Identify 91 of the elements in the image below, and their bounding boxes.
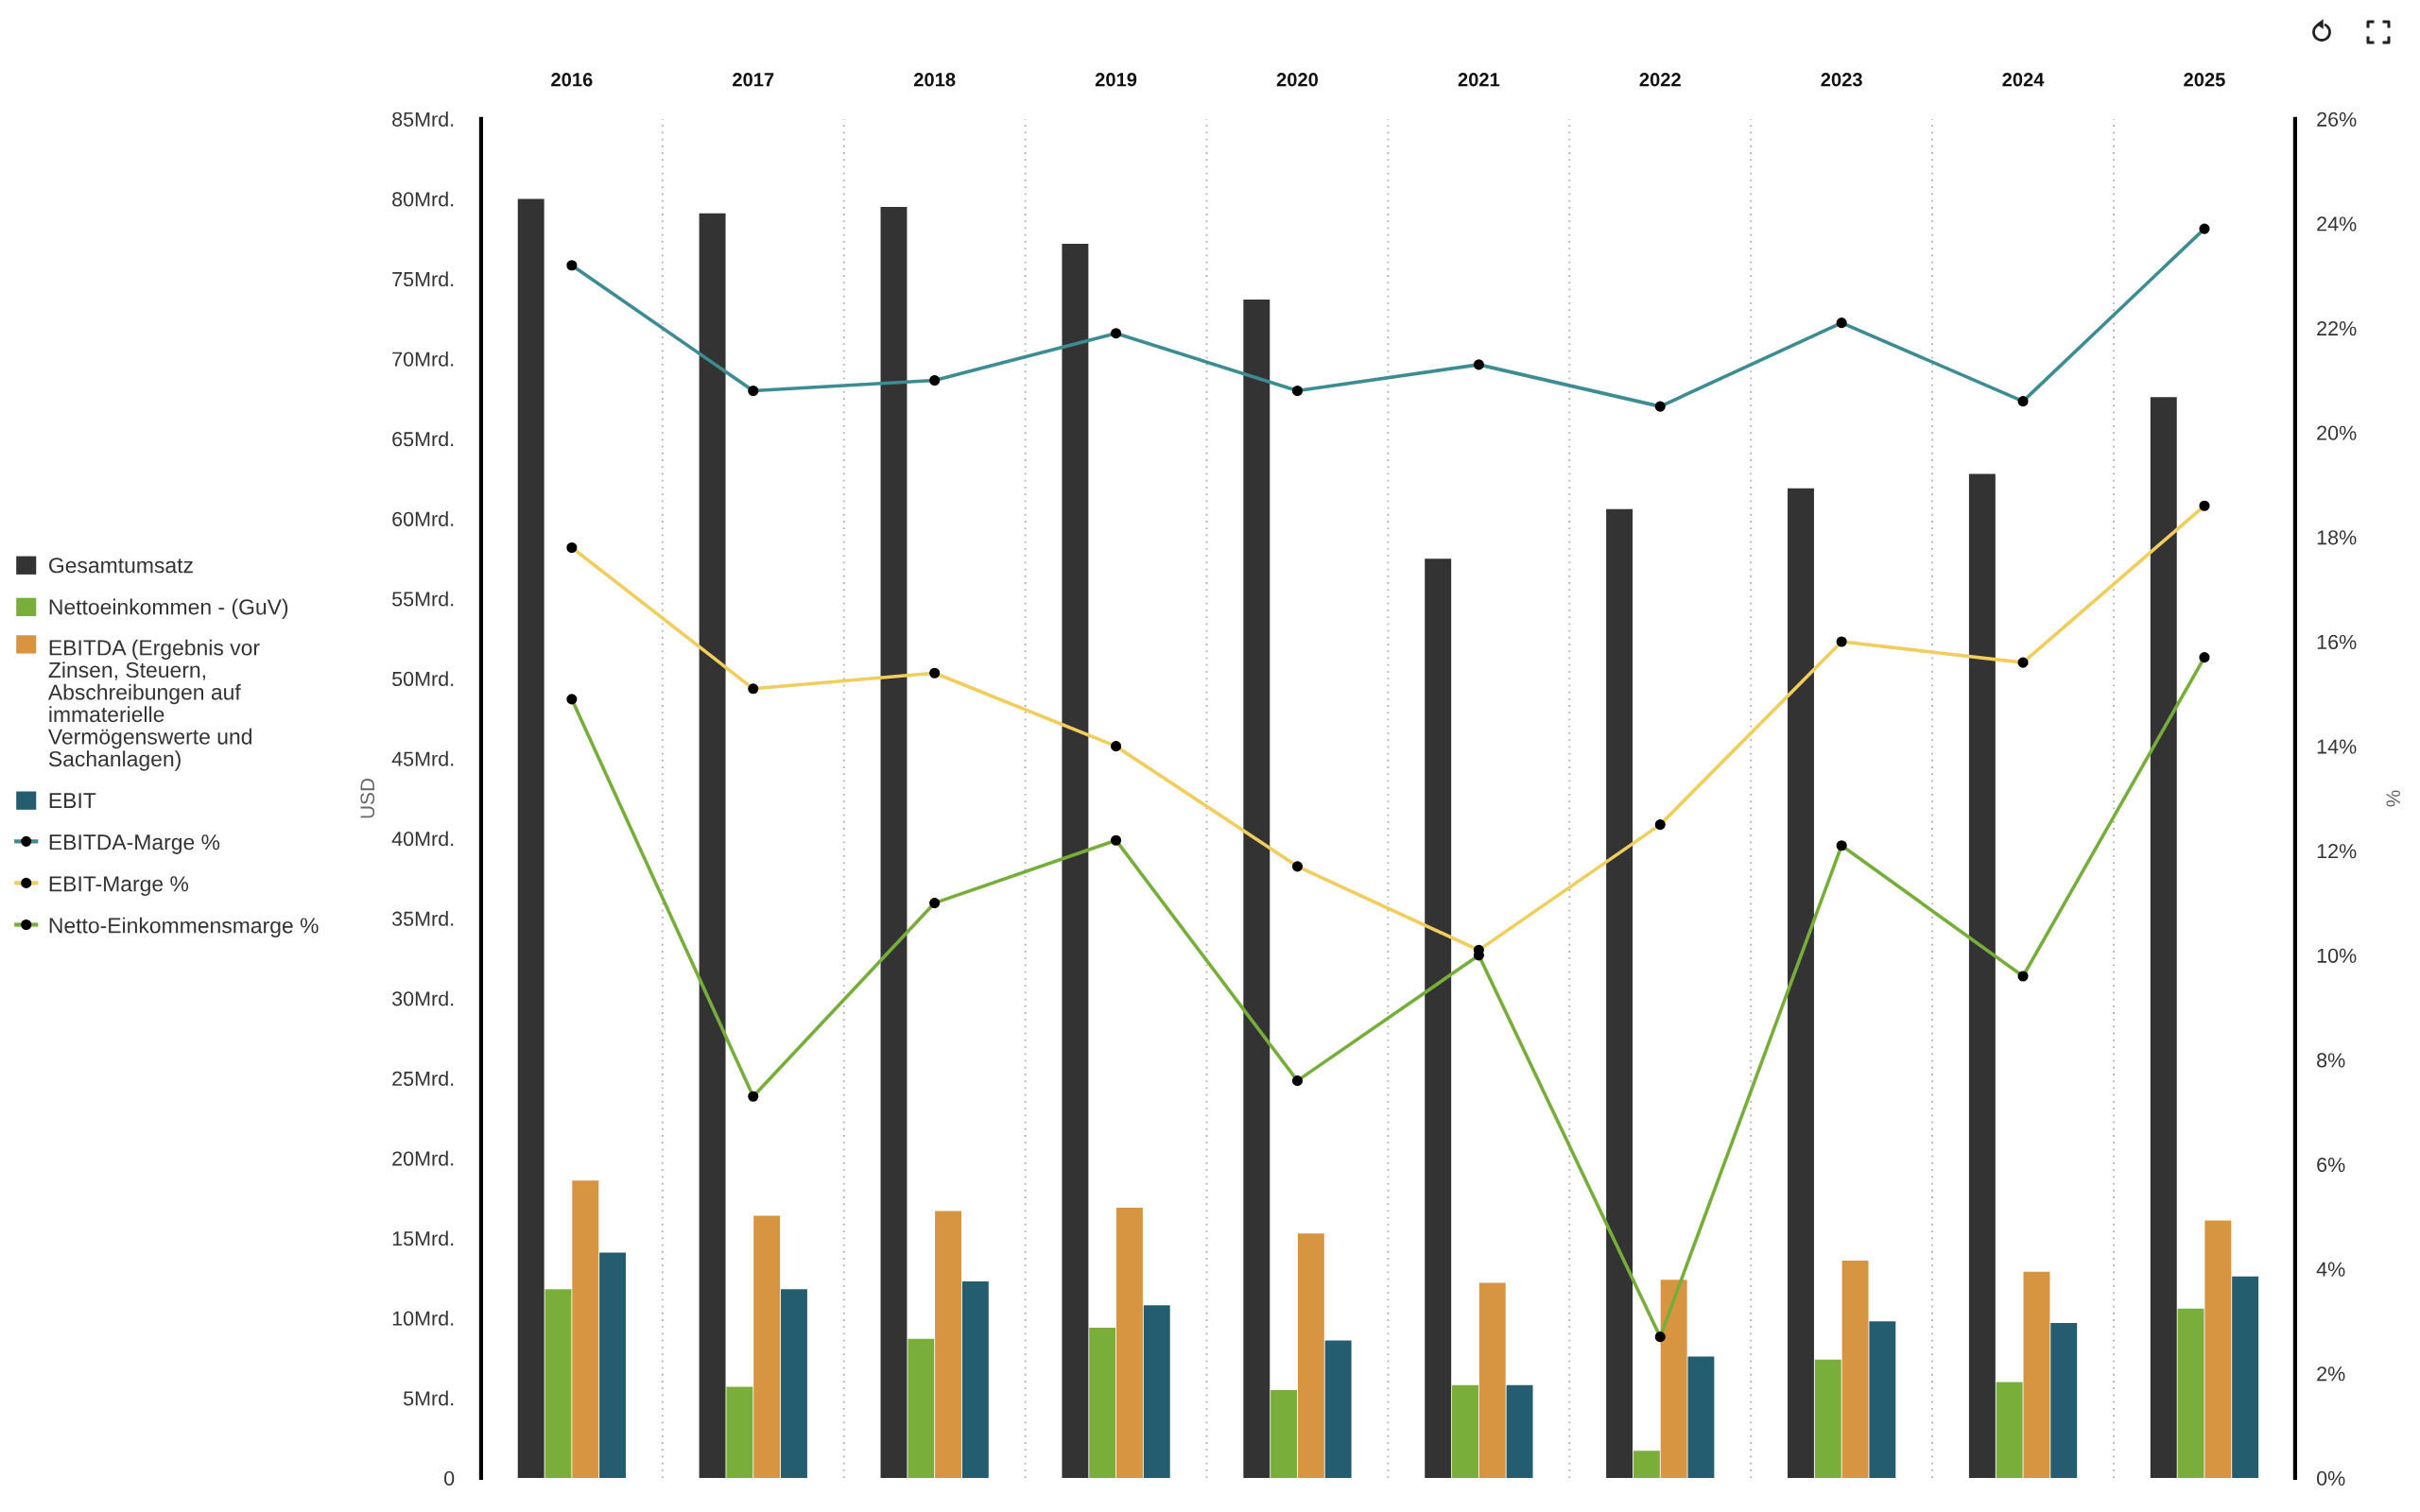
- x-tick-label: 2020: [1276, 73, 1319, 87]
- bar: [1841, 1260, 1869, 1478]
- bar: [880, 206, 908, 1478]
- y2-tick-label: 2%: [2317, 1366, 2345, 1382]
- x-tick-label: 2016: [551, 73, 593, 87]
- x-tick-label: 2021: [1458, 73, 1500, 87]
- bar: [1425, 558, 1452, 1478]
- y2-tick-label: 8%: [2317, 1053, 2345, 1068]
- bar: [1478, 1282, 1506, 1478]
- y-tick-label: 25Mrd.: [392, 1071, 454, 1087]
- bar: [1270, 1389, 1298, 1478]
- bar: [1633, 1451, 1660, 1478]
- y-tick-label: 75Mrd.: [392, 271, 454, 287]
- x-tick-label: 2024: [2002, 73, 2045, 87]
- bar: [2204, 1220, 2232, 1478]
- x-tick-label: 2022: [1639, 73, 1681, 87]
- y-tick-label: 10Mrd.: [392, 1311, 454, 1326]
- y-tick-label: 60Mrd.: [392, 511, 454, 526]
- legend-label: Netto-Einkommensmarge %: [49, 917, 319, 938]
- bar: [517, 198, 544, 1478]
- bar: [699, 213, 726, 1478]
- x-tick-label: 2023: [1821, 73, 1862, 87]
- y-axis-title: USD: [360, 778, 375, 818]
- y2-tick-label: 6%: [2317, 1157, 2345, 1173]
- y-tick-label: 35Mrd.: [391, 911, 454, 926]
- bar: [1788, 488, 1814, 1478]
- bar: [780, 1289, 807, 1478]
- bar: [1869, 1321, 1896, 1478]
- y-tick-label: 50Mrd.: [392, 671, 454, 687]
- bar: [1687, 1356, 1715, 1478]
- bar: [1814, 1359, 1841, 1478]
- y2-tick-label: 22%: [2317, 320, 2357, 336]
- x-tick-label: 2018: [913, 73, 956, 87]
- bar: [1606, 508, 1634, 1478]
- y-tick-label: 70Mrd.: [392, 351, 454, 367]
- bar: [1062, 243, 1089, 1478]
- bar: [544, 1289, 572, 1478]
- legend-label: EBITDA (Ergebnis vor Zinsen, Steuern, Abschreibungen auf immaterielle Vermögenswerte und Sachanlagen): [47, 639, 260, 771]
- y-tick-label: 5Mrd.: [403, 1390, 454, 1406]
- bar: [2232, 1276, 2259, 1478]
- bar: [1660, 1280, 1687, 1478]
- y2-tick-label: 10%: [2317, 948, 2357, 963]
- legend-label: EBIT: [49, 793, 96, 809]
- bar: [1324, 1340, 1352, 1478]
- bar: [572, 1180, 599, 1478]
- bar: [2177, 1308, 2204, 1478]
- bar: [1452, 1384, 1478, 1478]
- y2-tick-label: 20%: [2317, 425, 2357, 440]
- legend-label: EBITDA-Marge %: [49, 834, 220, 854]
- bar: [753, 1215, 781, 1478]
- y-tick-label: 20Mrd.: [392, 1150, 454, 1166]
- x-tick-label: 2025: [2184, 73, 2225, 87]
- y-tick-label: 40Mrd.: [391, 831, 454, 847]
- bar: [1243, 300, 1270, 1478]
- bar: [1297, 1233, 1324, 1478]
- y2-tick-label: 18%: [2317, 530, 2357, 545]
- bar: [2023, 1271, 2050, 1478]
- y2-axis-title: %: [2386, 790, 2400, 807]
- bar: [961, 1280, 989, 1478]
- bar: [1143, 1305, 1170, 1478]
- y2-tick-label: 14%: [2317, 739, 2357, 754]
- legend-label: Nettoeinkommen - (GuV): [49, 598, 288, 619]
- y-tick-label: 55Mrd.: [392, 591, 454, 607]
- legend-label: Gesamtumsatz: [49, 558, 193, 574]
- x-tick-label: 2019: [1095, 73, 1137, 87]
- y-tick-label: 30Mrd.: [391, 990, 454, 1006]
- y-tick-label: 80Mrd.: [392, 191, 454, 207]
- y2-tick-label: 0%: [2316, 1470, 2345, 1486]
- y-tick-label: 0: [444, 1470, 455, 1486]
- bar: [2050, 1322, 2078, 1478]
- y-tick-label: 65Mrd.: [392, 431, 454, 447]
- bar: [935, 1211, 962, 1478]
- y2-tick-label: 24%: [2317, 216, 2357, 232]
- y-tick-label: 15Mrd.: [392, 1230, 454, 1246]
- y2-tick-label: 16%: [2317, 634, 2357, 650]
- legend-label: EBIT-Marge %: [49, 876, 189, 896]
- bar: [1996, 1382, 2023, 1478]
- bar: [599, 1252, 627, 1478]
- x-tick-label: 2017: [733, 73, 774, 87]
- y2-tick-label: 4%: [2316, 1262, 2345, 1277]
- bar: [908, 1338, 935, 1478]
- bar: [1116, 1208, 1143, 1478]
- y2-tick-label: 12%: [2317, 844, 2357, 859]
- y-tick-label: 85Mrd.: [392, 112, 454, 127]
- bar: [1089, 1327, 1116, 1478]
- bar: [726, 1386, 753, 1478]
- bar: [1968, 473, 1996, 1478]
- y2-tick-label: 26%: [2317, 112, 2357, 127]
- y-tick-label: 45Mrd.: [391, 750, 454, 766]
- bar: [2150, 397, 2177, 1478]
- bar: [1506, 1384, 1533, 1478]
